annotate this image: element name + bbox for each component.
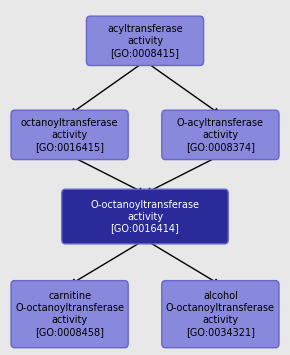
FancyBboxPatch shape — [162, 110, 279, 159]
FancyBboxPatch shape — [162, 280, 279, 348]
Text: octanoyltransferase
activity
[GO:0016415]: octanoyltransferase activity [GO:0016415… — [21, 118, 118, 152]
Text: acyltransferase
activity
[GO:0008415]: acyltransferase activity [GO:0008415] — [107, 24, 183, 58]
FancyBboxPatch shape — [11, 280, 128, 348]
Text: alcohol
O-octanoyltransferase
activity
[GO:0034321]: alcohol O-octanoyltransferase activity [… — [166, 291, 275, 337]
FancyBboxPatch shape — [86, 16, 204, 65]
Text: carnitine
O-octanoyltransferase
activity
[GO:0008458]: carnitine O-octanoyltransferase activity… — [15, 291, 124, 337]
FancyBboxPatch shape — [11, 110, 128, 159]
Text: O-octanoyltransferase
activity
[GO:0016414]: O-octanoyltransferase activity [GO:00164… — [90, 200, 200, 234]
FancyBboxPatch shape — [62, 189, 228, 244]
Text: O-acyltransferase
activity
[GO:0008374]: O-acyltransferase activity [GO:0008374] — [177, 118, 264, 152]
